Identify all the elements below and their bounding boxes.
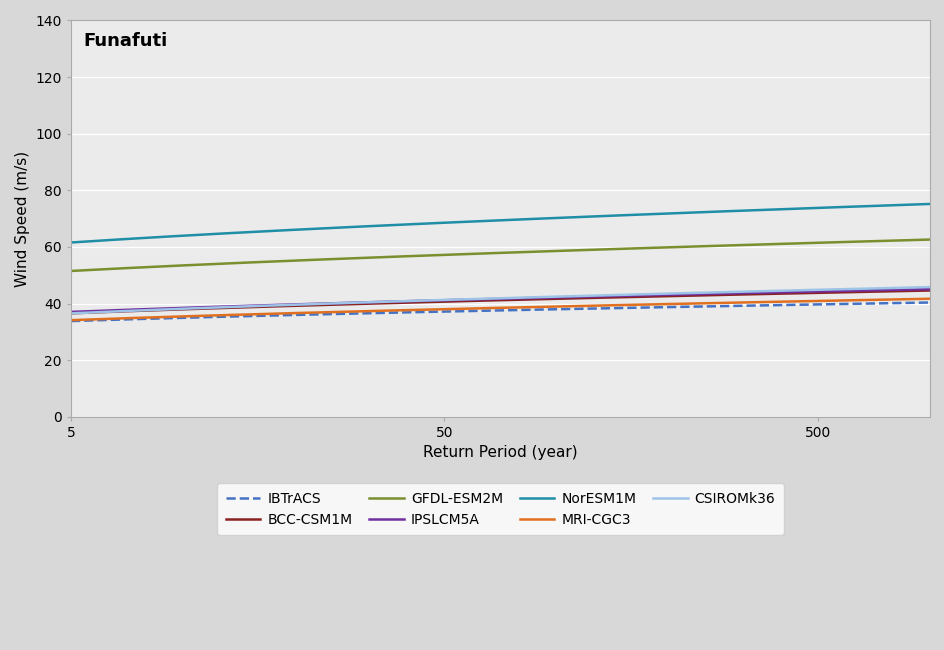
Y-axis label: Wind Speed (m/s): Wind Speed (m/s) xyxy=(15,151,30,287)
Legend: IBTrACS, BCC-CSM1M, GFDL-ESM2M, IPSLCM5A, NorESM1M, MRI-CGC3, CSIROMk36: IBTrACS, BCC-CSM1M, GFDL-ESM2M, IPSLCM5A… xyxy=(217,483,783,535)
X-axis label: Return Period (year): Return Period (year) xyxy=(423,445,577,460)
Text: Funafuti: Funafuti xyxy=(84,32,168,51)
